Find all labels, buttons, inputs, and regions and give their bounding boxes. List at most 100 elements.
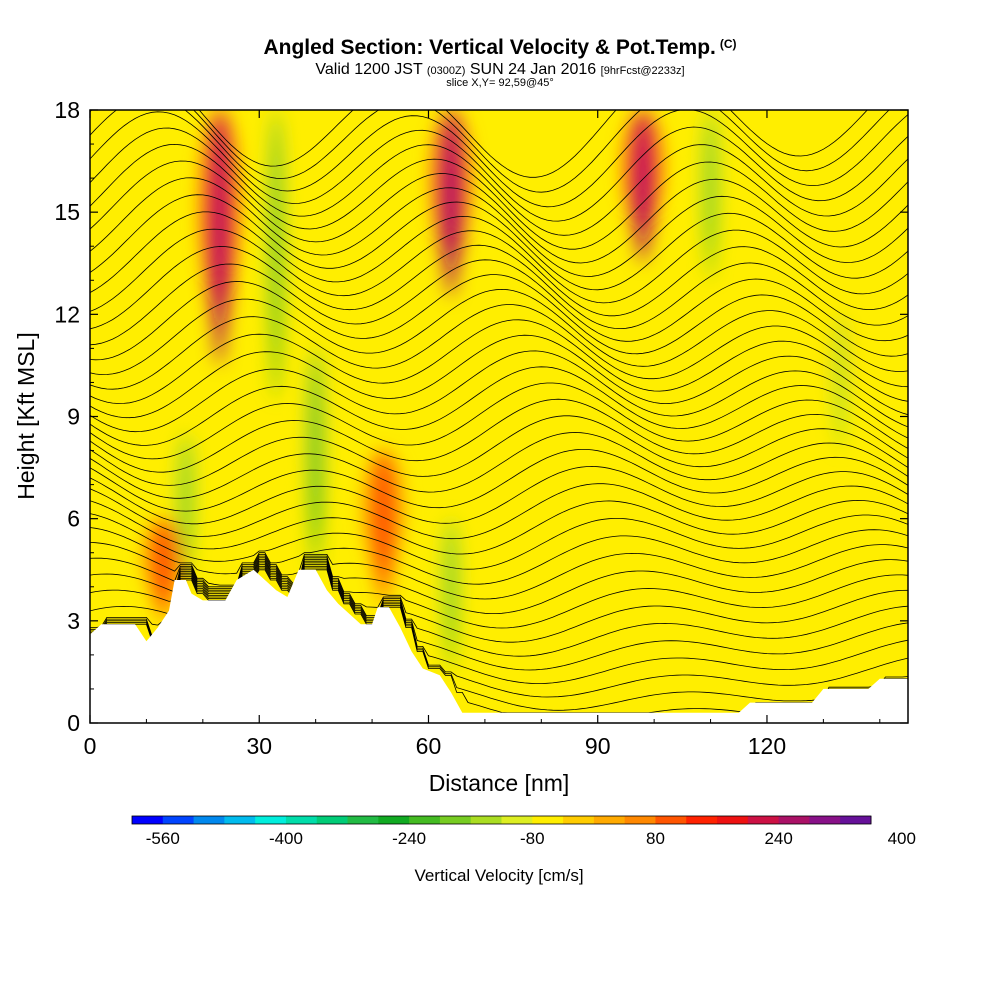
colorbar-swatch <box>378 816 410 824</box>
chart-title-text: Angled Section: Vertical Velocity & Pot.… <box>263 36 716 59</box>
downdraft-cell <box>271 110 281 400</box>
y-tick-label: 9 <box>67 404 80 430</box>
isentrope-line <box>90 211 908 304</box>
isentrope-line <box>90 350 908 433</box>
isentrope-line <box>90 319 908 404</box>
isentrope-line <box>90 398 908 473</box>
velocity-cells <box>143 110 854 672</box>
isentrope-line <box>90 557 908 629</box>
colorbar-swatch <box>409 816 441 824</box>
isentrope-line <box>90 527 908 585</box>
isentrope-line <box>90 555 908 614</box>
isentrope-line <box>90 244 908 330</box>
colorbar-tick-label: 240 <box>764 829 792 848</box>
colorbar-frame <box>131 815 872 825</box>
colorbar-tick-label: -80 <box>520 829 545 848</box>
y-tick-label: 18 <box>54 97 80 123</box>
isentrope-line <box>90 483 908 540</box>
isentrope-line <box>90 228 908 317</box>
isentrope-line <box>90 565 908 698</box>
colorbar-swatch <box>655 816 687 824</box>
colorbar-tick-label: -400 <box>269 829 303 848</box>
x-tick-label: 120 <box>748 733 786 759</box>
downdraft-cell <box>446 518 456 672</box>
isentrope-line <box>90 160 908 264</box>
potential-temperature-contours <box>90 110 908 714</box>
valid-time: Valid 1200 JST <box>315 61 423 78</box>
isentrope-line <box>90 449 908 512</box>
y-axis-label: Height [Kft MSL] <box>13 332 39 499</box>
isentrope-line <box>90 366 908 446</box>
colorbar-swatch <box>840 816 872 824</box>
colorbar-swatch <box>193 816 225 824</box>
isentrope-line <box>90 143 908 250</box>
isentrope-line <box>90 288 908 376</box>
isentrope-line <box>90 259 908 346</box>
colorbar-swatch <box>778 816 810 824</box>
x-axis: 0 30 60 90 120 <box>84 110 881 759</box>
y-axis: 0 3 6 9 12 15 18 <box>54 97 908 736</box>
isentrope-line <box>90 513 908 570</box>
valid-zulu: (0300Z) <box>426 65 466 77</box>
downdraft-cell <box>311 348 321 570</box>
isentrope-line <box>90 194 908 291</box>
colorbar-swatch <box>532 816 564 824</box>
colorbar-swatch <box>470 816 502 824</box>
downdraft-cell <box>835 314 845 451</box>
y-tick-label: 12 <box>54 301 80 327</box>
isentrope-line <box>90 110 908 208</box>
slice-label: slice X,Y= 92,59@45° <box>446 77 554 89</box>
updraft-cell <box>212 110 227 366</box>
updraft-cell <box>156 518 171 621</box>
isentrope-line <box>90 499 908 555</box>
isentrope-line <box>90 465 908 525</box>
colorbar-swatch <box>285 816 318 824</box>
colorbar: -560 -400 -240 -80 80 240 400 <box>131 815 916 848</box>
isentrope-line <box>90 560 908 657</box>
colorbar-swatch <box>501 816 533 824</box>
y-tick-label: 0 <box>67 710 80 736</box>
colorbar-swatch <box>563 816 595 824</box>
chart-subtitle: Valid 1200 JST (0300Z) SUN 24 Jan 2016 [… <box>0 61 1000 79</box>
terrain-fill <box>90 569 908 723</box>
isentrope-line <box>90 111 908 222</box>
colorbar-swatch <box>347 816 379 824</box>
colorbar-label: Vertical Velocity [cm/s] <box>414 866 583 885</box>
colorbar-tick-label: -560 <box>146 829 180 848</box>
colorbar-swatch <box>624 816 656 824</box>
isentrope-line <box>90 110 890 193</box>
terrain-mask <box>90 569 908 723</box>
colorbar-swatch <box>686 816 718 824</box>
chart-title: Angled Section: Vertical Velocity & Pot.… <box>0 36 1000 60</box>
isentrope-line <box>90 334 908 419</box>
y-tick-label: 15 <box>54 199 80 225</box>
colorbar-swatch <box>717 816 749 824</box>
isentrope-line <box>198 110 868 178</box>
chart-title-suffix: (C) <box>719 37 737 51</box>
colorbar-tick-label: 400 <box>888 829 916 848</box>
isentrope-line <box>90 382 908 460</box>
colorbar-swatch <box>439 816 472 824</box>
colorbar-swatch <box>593 816 626 824</box>
isentrope-line <box>90 432 908 499</box>
colorbar-tick-label: -240 <box>392 829 426 848</box>
updraft-cell <box>635 110 650 264</box>
y-tick-label: 3 <box>67 608 80 634</box>
colorbar-swatch <box>132 816 164 824</box>
colorbar-tick-label: 80 <box>646 829 665 848</box>
x-tick-label: 60 <box>416 733 442 759</box>
valid-date: SUN 24 Jan 2016 <box>469 61 597 78</box>
colorbar-swatch <box>747 816 780 824</box>
colorbar-swatch <box>316 816 349 824</box>
isentrope-line <box>90 542 908 600</box>
x-tick-label: 30 <box>246 733 272 759</box>
colorbar-swatch <box>809 816 841 824</box>
downdraft-cell <box>181 433 191 580</box>
colorbar-swatch <box>162 816 195 824</box>
isentrope-line <box>90 177 908 277</box>
isentrope-line <box>90 304 908 390</box>
forecast-label: [9hrFcst@2233z] <box>600 65 685 77</box>
x-tick-label: 0 <box>84 733 97 759</box>
y-tick-label: 6 <box>67 506 80 532</box>
